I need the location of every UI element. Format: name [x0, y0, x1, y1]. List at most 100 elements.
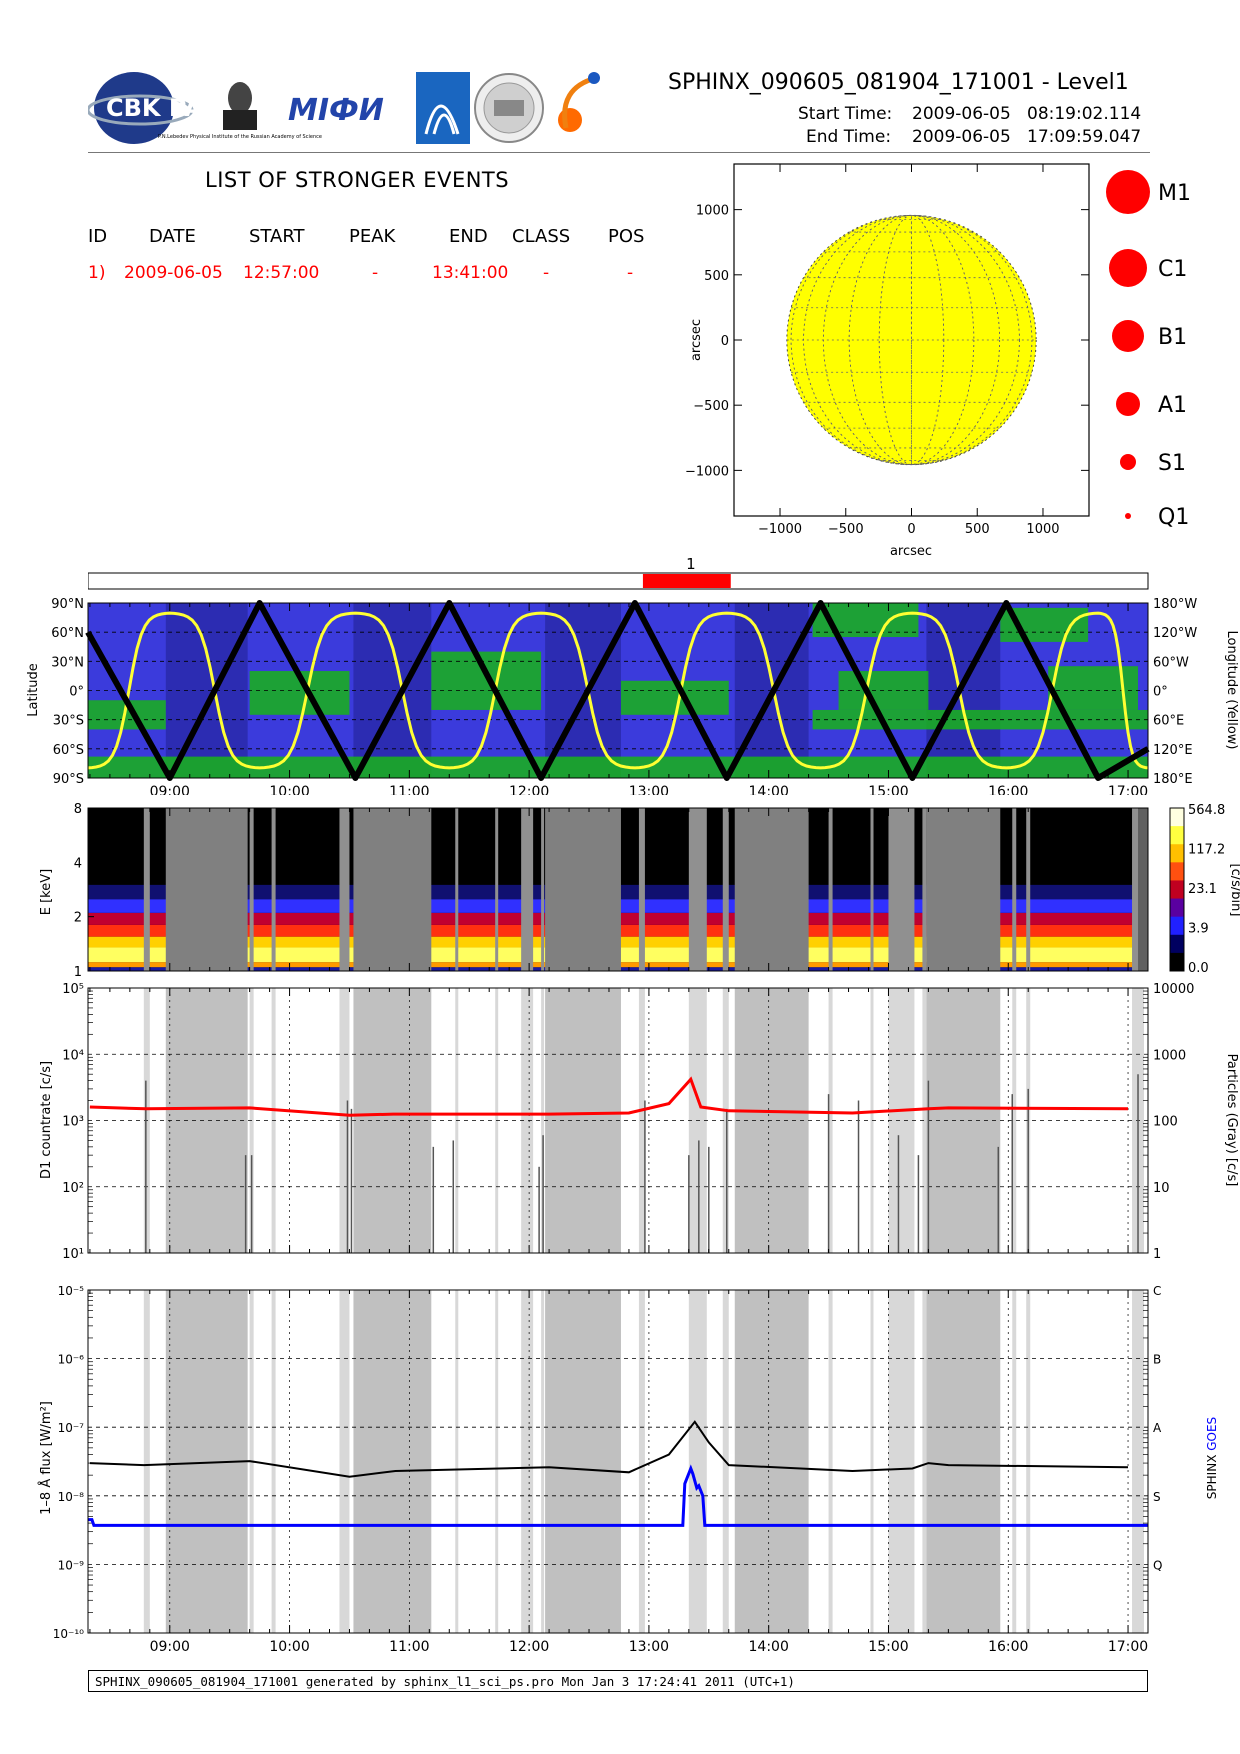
spec-data-gap	[545, 808, 621, 971]
observatory-arc-logo	[416, 72, 470, 144]
orbit-ytick-right-label: 120°W	[1153, 626, 1197, 641]
sun-disk-group	[786, 214, 1037, 466]
spec-partial-gap	[541, 808, 545, 971]
partial-gap	[722, 988, 729, 1253]
flux-ytick-label: 10⁻⁸	[58, 1490, 85, 1504]
x-tick-label: 12:00	[509, 1639, 549, 1655]
orbit-ytick-label: 0°	[69, 685, 84, 700]
orbit-latitude-chart: 90°N 180°W 60°N 120°W 30°N 60°W 0° 0° 30°S 60°E 60…	[26, 597, 1239, 795]
d1-ylabel: D1 countrate [c/s]	[39, 1061, 54, 1179]
partial-gap	[495, 1290, 499, 1633]
colorbar-segment	[1170, 898, 1184, 918]
flux-class-label: C	[1153, 1284, 1161, 1298]
spec-partial-gap	[1026, 808, 1031, 971]
spec-partial-gap	[455, 808, 459, 971]
sun-disk-chart: −1000 −500 0 500 1000 −1000 −500 0 500 1000 arcse…	[685, 163, 1090, 559]
partial-gap	[1132, 1290, 1145, 1633]
sun-xlabel: arcsec	[890, 544, 932, 559]
event-marker-label: 1	[686, 555, 696, 573]
col-pos: POS	[608, 226, 645, 247]
spec-partial-gap	[143, 808, 150, 971]
spec-partial-gap	[888, 808, 915, 971]
observatory-seal-logo	[474, 73, 544, 143]
sun-meridian	[822, 214, 1001, 466]
sun-ylabel: arcsec	[689, 319, 704, 361]
partial-gap	[1012, 1290, 1017, 1633]
d1-ytick-label: 10³	[62, 1115, 84, 1130]
flare-size-label: S1	[1158, 451, 1186, 476]
lebedev-logo: P.N.Lebedev Physical Institute of the Ru…	[158, 82, 322, 140]
mifi-logo-text: MIФИ	[288, 93, 384, 128]
partial-gap	[541, 988, 545, 1253]
sun-ytick-label: 500	[704, 269, 729, 284]
sun-axes: −1000 −500 0 500 1000 −1000 −500 0 500 1000	[685, 164, 1089, 537]
colorbar-segment	[1170, 808, 1184, 827]
flux-ytick-label: 10⁻¹⁰	[53, 1627, 84, 1641]
orbit-ytick-right-label: 180°W	[1153, 597, 1197, 612]
sun-meridian	[848, 214, 975, 466]
spec-data-gap	[734, 808, 809, 971]
spec-partial-gap	[828, 808, 833, 971]
partial-gap	[688, 1290, 707, 1633]
colorbar-label: [c/s/bin]	[1228, 864, 1240, 917]
colorbar-tick-label: 3.9	[1188, 922, 1209, 937]
goes-legend-label: GOES	[1205, 1417, 1219, 1451]
d1-ylabel-right: Particles (Gray) [c/s]	[1224, 1054, 1239, 1187]
longitude-curve	[87, 611, 1149, 770]
x-tick-label: 09:00	[150, 784, 190, 795]
colorbar-frame	[1169, 807, 1185, 972]
d1-ytick-label: 10⁴	[62, 1048, 84, 1063]
d1-countrate-chart: 10¹ 1 10² 10 10³ 100 10⁴ 1000 10⁵ 10000 D1 countra…	[39, 982, 1239, 1262]
file-title: SPHINX_090605_081904_171001 - Level1	[668, 70, 1129, 95]
orbit-ylabel: Latitude	[26, 663, 41, 717]
col-end: END	[449, 226, 488, 247]
x-tick-label: 11:00	[389, 784, 429, 795]
partial-gap	[870, 1290, 874, 1633]
colorbar-segment	[1170, 844, 1184, 863]
x-tick-label: 15:00	[868, 784, 908, 795]
x-tick-label: 16:00	[988, 1639, 1028, 1655]
flux-class-label: Q	[1153, 1558, 1162, 1572]
colorbar-segment	[1170, 826, 1184, 845]
sun-xtick-label: −500	[828, 522, 864, 537]
sun-xtick-label: 1000	[1026, 522, 1059, 537]
spec-partial-gap	[521, 808, 534, 971]
spec-partial-gap	[922, 808, 927, 971]
d1-ytick-label: 10⁵	[62, 982, 84, 997]
colorbar-tick-label: 0.0	[1188, 961, 1209, 976]
partial-gap	[888, 1290, 915, 1633]
sun-meridian	[878, 214, 945, 466]
flux-class-label: A	[1153, 1421, 1162, 1435]
partial-gap	[828, 1290, 833, 1633]
x-tick-label: 17:00	[1108, 784, 1148, 795]
spec-data-gap	[926, 808, 1001, 971]
d1-ytick-right-label: 1	[1153, 1247, 1161, 1262]
header-divider	[88, 152, 1150, 153]
orbit-ytick-label: 30°N	[51, 655, 84, 670]
spec-partial-gap	[339, 808, 350, 971]
particle-region	[431, 651, 542, 710]
lebedev-logo-text: P.N.Lebedev Physical Institute of the Ru…	[158, 134, 322, 140]
sun-xtick-label: 0	[907, 522, 915, 537]
spec-ylabel: E [keV]	[39, 869, 54, 915]
partial-gap	[271, 1290, 276, 1633]
flux-ytick-label: 10⁻⁶	[58, 1353, 85, 1367]
event-peak: -	[372, 263, 379, 283]
sun-xtick-label: −1000	[758, 522, 802, 537]
event-start: 12:57:00	[243, 263, 320, 283]
x-tick-label: 16:00	[988, 784, 1028, 795]
partial-gap	[521, 1290, 534, 1633]
orbit-ytick-label: 30°S	[53, 714, 84, 729]
flux-ylabel: 1–8 Å flux [W/m²]	[38, 1401, 54, 1515]
goes-flux-line	[87, 1464, 1148, 1527]
d1-ytick-right-label: 10000	[1153, 982, 1194, 997]
cbk-pan-logo: CBK PAN	[86, 72, 223, 144]
flare-size-label: Q1	[1158, 505, 1189, 530]
colorbar-tick-label: 117.2	[1188, 843, 1225, 858]
logo-strip: CBK PAN P.N.Lebedev Physical Institute o…	[86, 68, 648, 148]
partial-gap	[888, 988, 915, 1253]
orbit-ytick-label: 60°N	[51, 626, 84, 641]
x-tick-label: 14:00	[749, 784, 789, 795]
flux-ylabel-right: SPHINX GOES	[1205, 1417, 1219, 1499]
